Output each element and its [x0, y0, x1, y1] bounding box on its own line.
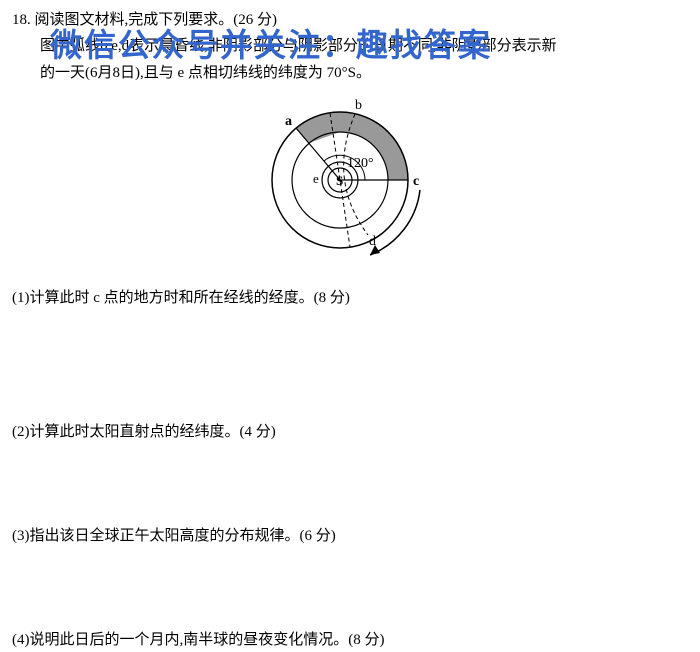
subquestion-4: (4)说明此日后的一个月内,南半球的昼夜变化情况。(8 分) [12, 628, 688, 652]
label-angle: 120° [347, 156, 374, 171]
globe-diagram: a b c d e S 120° [255, 95, 445, 270]
label-e: e [313, 171, 319, 186]
label-d: d [369, 234, 376, 249]
label-b: b [355, 98, 362, 113]
question-number: 18. [12, 12, 31, 28]
question-body-line2: 的一天(6月8日),且与 e 点相切纬线的纬度为 70°S。 [40, 65, 371, 81]
label-c: c [413, 174, 419, 189]
label-s: S [336, 173, 343, 188]
subquestion-2: (2)计算此时太阳直射点的经纬度。(4 分) [12, 420, 688, 444]
diagram-container: a b c d e S 120° [12, 95, 688, 270]
watermark-text: 微信公众号并关注：趣找答案 [50, 20, 492, 66]
label-a: a [285, 114, 292, 129]
subquestion-3: (3)指出该日全球正午太阳高度的分布规律。(6 分) [12, 524, 688, 548]
rotation-arrow [370, 190, 420, 255]
subquestion-1: (1)计算此时 c 点的地方时和所在经线的经度。(8 分) [12, 286, 688, 310]
